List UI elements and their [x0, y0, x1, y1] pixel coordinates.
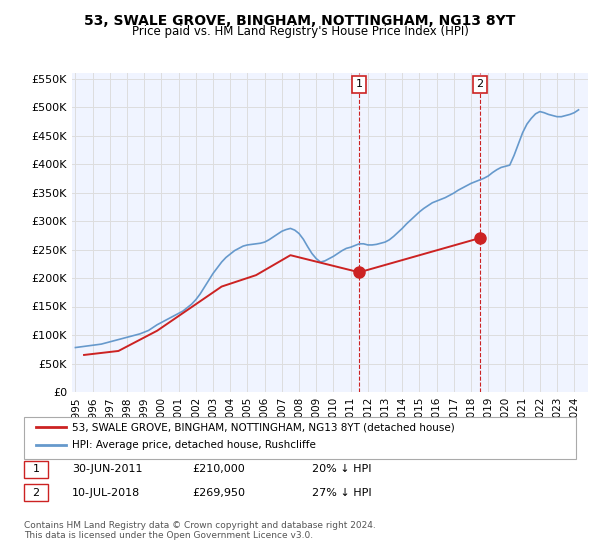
- Text: 2: 2: [476, 79, 483, 89]
- Text: 53, SWALE GROVE, BINGHAM, NOTTINGHAM, NG13 8YT (detached house): 53, SWALE GROVE, BINGHAM, NOTTINGHAM, NG…: [72, 422, 455, 432]
- Text: 2: 2: [32, 488, 40, 498]
- Text: 1: 1: [356, 79, 363, 89]
- Text: £269,950: £269,950: [192, 488, 245, 498]
- Text: 53, SWALE GROVE, BINGHAM, NOTTINGHAM, NG13 8YT: 53, SWALE GROVE, BINGHAM, NOTTINGHAM, NG…: [85, 14, 515, 28]
- Text: Price paid vs. HM Land Registry's House Price Index (HPI): Price paid vs. HM Land Registry's House …: [131, 25, 469, 38]
- Text: 27% ↓ HPI: 27% ↓ HPI: [312, 488, 371, 498]
- Text: 30-JUN-2011: 30-JUN-2011: [72, 464, 143, 474]
- Text: £210,000: £210,000: [192, 464, 245, 474]
- Text: 10-JUL-2018: 10-JUL-2018: [72, 488, 140, 498]
- Text: HPI: Average price, detached house, Rushcliffe: HPI: Average price, detached house, Rush…: [72, 440, 316, 450]
- Text: 20% ↓ HPI: 20% ↓ HPI: [312, 464, 371, 474]
- Text: Contains HM Land Registry data © Crown copyright and database right 2024.
This d: Contains HM Land Registry data © Crown c…: [24, 521, 376, 540]
- Text: 1: 1: [32, 464, 40, 474]
